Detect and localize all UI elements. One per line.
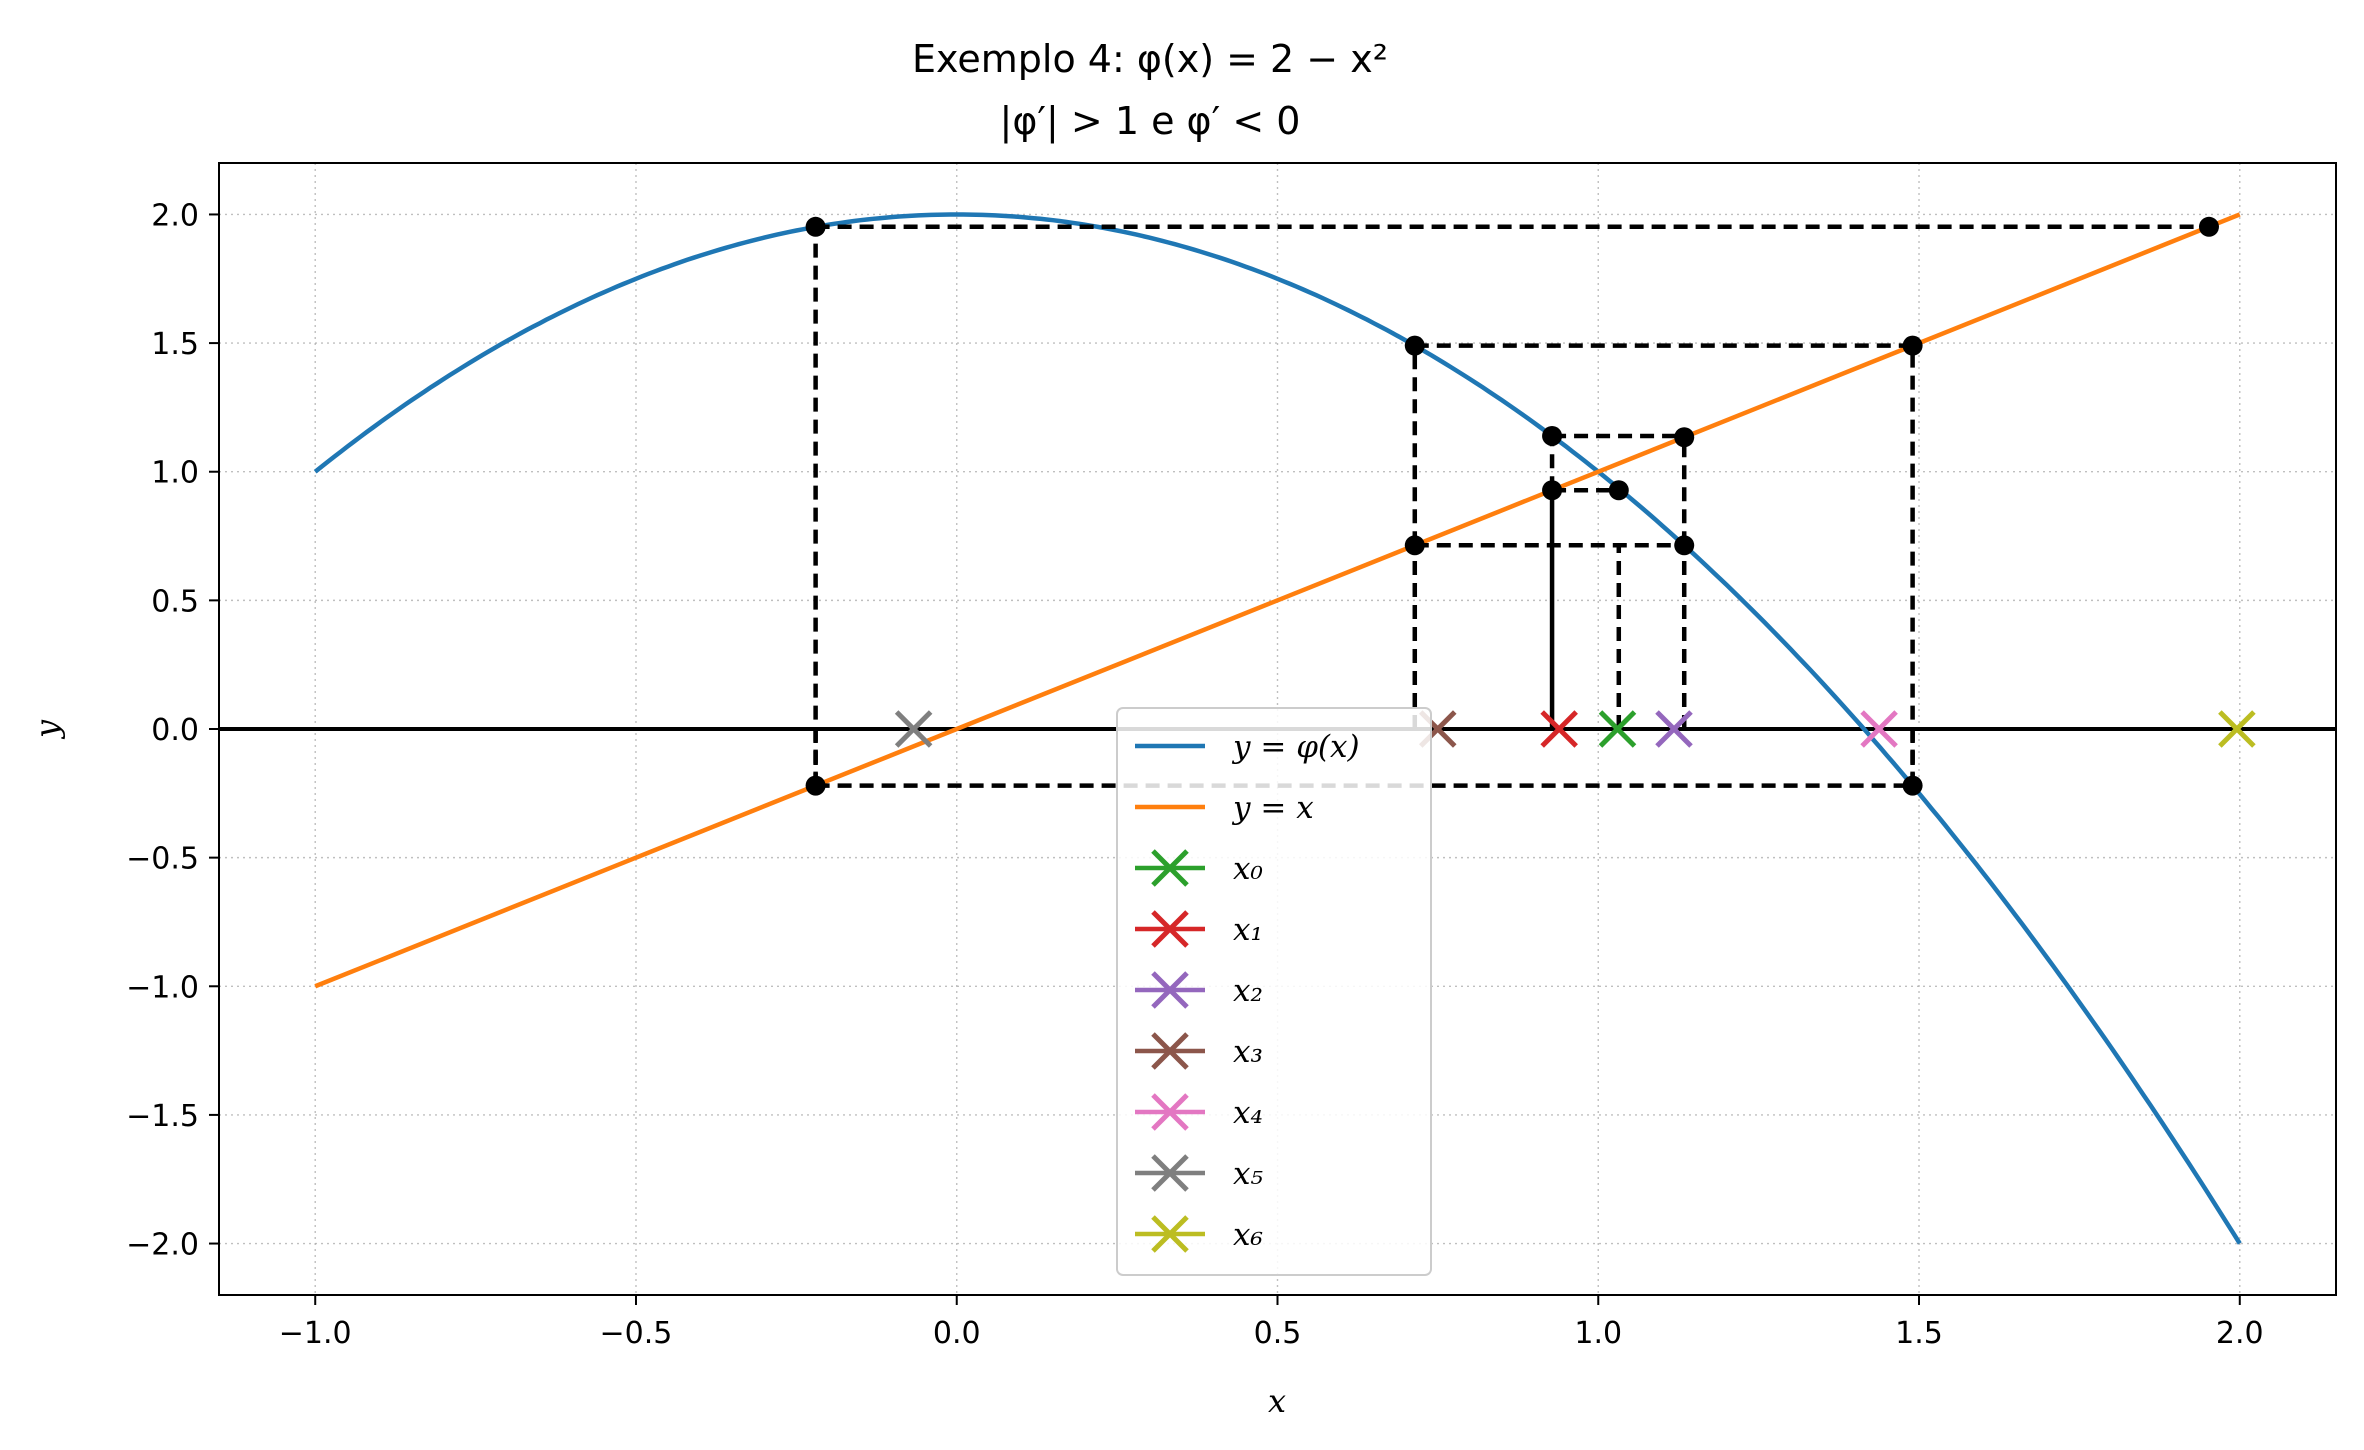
iterate-cross-stroke (1860, 710, 1898, 748)
series-line-phi (313, 212, 2242, 1245)
legend-item: x₄ (1135, 1093, 1263, 1131)
y-tick-label: 1.0 (151, 456, 199, 491)
legend-item: y = φ(x) (1135, 729, 1360, 765)
axis-ticks: −1.0 −0.5 0.0 0.5 1.0 1.5 2.0 2.0 1.5 1.0 0.5 0.0 −0… (126, 198, 2263, 1351)
y-axis-label: y (28, 719, 66, 740)
legend-cross-stroke (1151, 1032, 1189, 1070)
x-tick-label: −0.5 (600, 1316, 673, 1351)
cobweb-dot (1674, 535, 1695, 556)
legend-item: x₂ (1135, 971, 1263, 1009)
y-tick-label: 0.5 (151, 584, 199, 619)
cobweb-dot (1542, 480, 1563, 501)
iterate-cross-stroke (1598, 710, 1637, 748)
x-tick-label: 0.5 (1254, 1316, 1302, 1351)
legend-label: y = x (1231, 790, 1314, 826)
iterate-marker-x₁ (1540, 710, 1578, 748)
y-tick-label: 1.5 (151, 327, 199, 362)
legend-item: x₅ (1135, 1154, 1263, 1192)
legend-label: x₀ (1233, 851, 1263, 887)
iterate-cross-stroke (1655, 710, 1693, 748)
iterate-cross-stroke (894, 710, 933, 748)
cobweb-dot (1608, 480, 1629, 501)
iterate-cross-stroke (2218, 710, 2256, 748)
iterate-marker-x₀ (1598, 710, 1637, 748)
cobweb-dot (805, 216, 826, 237)
legend: y = φ(x) y = x x₀ x₁ x₂ x₃ x₄ x₅ x₆ (1116, 707, 1432, 1276)
cobweb-dot (1542, 425, 1563, 446)
legend-cross-stroke (1151, 1154, 1189, 1192)
y-tick-label: −0.5 (126, 842, 199, 877)
legend-item: x₃ (1135, 1032, 1263, 1070)
legend-label: x₂ (1233, 973, 1263, 1009)
x-tick-label: −1.0 (279, 1316, 352, 1351)
x-axis-label: x (1268, 1382, 1286, 1420)
legend-item: x₁ (1135, 910, 1263, 948)
chart-subtitle: |φ′| > 1 e φ′ < 0 (1000, 99, 1301, 144)
legend-label: x₅ (1233, 1156, 1263, 1192)
legend-cross-stroke (1151, 1215, 1189, 1253)
x-tick-label: 1.5 (1895, 1316, 1943, 1351)
x-tick-label: 0.0 (933, 1316, 981, 1351)
cobweb-dot (1404, 335, 1425, 356)
legend-label: x₁ (1233, 912, 1263, 948)
x-tick-label: 1.0 (1574, 1316, 1622, 1351)
cobweb-dot (1902, 335, 1923, 356)
legend-item: x₀ (1135, 849, 1263, 887)
iterate-cross-stroke (1540, 710, 1578, 748)
iterate-marker-x₄ (1860, 710, 1898, 748)
iterate-marker-x₂ (1655, 710, 1693, 748)
cobweb-dot (1674, 427, 1695, 448)
legend-cross-stroke (1151, 849, 1189, 887)
legend-item: x₆ (1135, 1215, 1263, 1253)
x-tick-label: 2.0 (2216, 1316, 2264, 1351)
cobweb-dot (1902, 775, 1923, 796)
chart-title: Exemplo 4: φ(x) = 2 − x² (912, 37, 1388, 81)
iterate-marker-x₆ (2218, 710, 2256, 748)
legend-box (1116, 707, 1432, 1276)
cobweb-dot (805, 775, 826, 796)
y-tick-label: −1.0 (126, 970, 199, 1005)
y-tick-label: 0.0 (151, 713, 199, 748)
legend-label: x₃ (1233, 1034, 1263, 1070)
iterate-marker-x₅ (894, 710, 933, 748)
cobweb-dot (1404, 535, 1425, 556)
legend-cross-stroke (1151, 971, 1189, 1009)
legend-label: x₆ (1233, 1217, 1263, 1253)
plot-area (219, 212, 2336, 1245)
y-tick-label: 2.0 (151, 198, 199, 233)
legend-cross-stroke (1151, 1093, 1189, 1131)
legend-label: x₄ (1233, 1095, 1263, 1131)
legend-item: y = x (1135, 790, 1314, 826)
legend-cross-stroke (1151, 910, 1189, 948)
y-tick-label: −2.0 (126, 1228, 199, 1263)
y-tick-label: −1.5 (126, 1099, 199, 1134)
legend-label: y = φ(x) (1231, 729, 1360, 765)
cobweb-dot (2198, 216, 2219, 237)
